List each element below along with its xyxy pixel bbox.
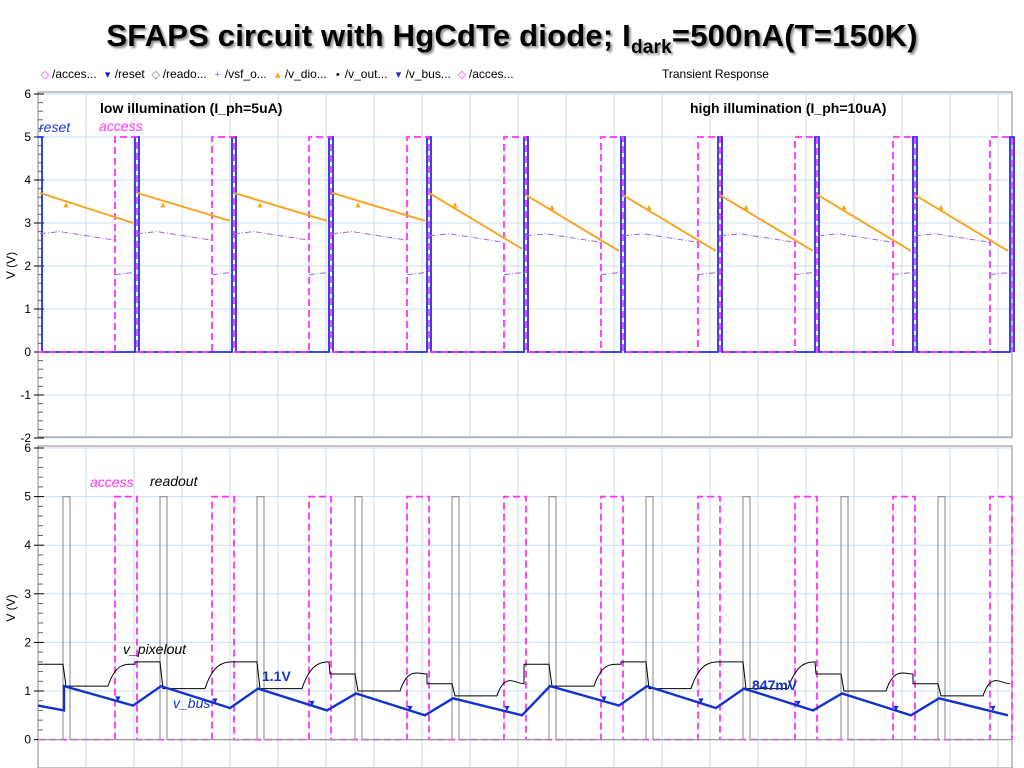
legend: ◇/acces... ▾/reset ◇/reado... +/vsf_o... ▴/v…: [38, 67, 518, 83]
y-tick-label: 6: [24, 441, 31, 455]
annotation-readout: readout: [150, 473, 199, 489]
y-tick-label: 4: [24, 538, 31, 552]
plot-title: Transient Response: [662, 67, 769, 81]
y-tick-label: -2: [20, 431, 31, 445]
panel-1: [34, 91, 1013, 439]
v-bus-marker: ▼: [794, 698, 803, 708]
title-main: SFAPS circuit with HgCdTe diode; I: [106, 18, 631, 53]
legend-item[interactable]: ◇/acces...: [38, 67, 97, 81]
legend-marker-icon: •: [335, 69, 340, 81]
y-tick-label: 1: [24, 684, 31, 698]
v-bus-marker: ▼: [600, 693, 609, 703]
annotation-reset: reset: [39, 119, 71, 135]
v-diode-marker: ▲: [354, 200, 363, 210]
legend-item[interactable]: ◇/reado...: [149, 67, 207, 81]
legend-marker-icon: +: [214, 69, 221, 81]
v-bus-marker: ▼: [989, 703, 998, 713]
legend-marker-icon: ▴: [275, 69, 281, 81]
v-diode-marker: ▲: [937, 202, 946, 212]
v-diode-marker: ▲: [645, 202, 654, 212]
v-bus-marker: ▼: [406, 703, 415, 713]
legend-label: /v_dio...: [284, 67, 327, 81]
v-diode-marker: ▲: [548, 202, 557, 212]
v-bus-marker: ▼: [211, 696, 220, 706]
series-v-bus-line: [37, 684, 1009, 717]
v-bus-marker: ▼: [697, 696, 706, 706]
v-bus-marker: ▼: [503, 703, 512, 713]
y-tick-label: 2: [24, 259, 31, 273]
y-tick-label: 5: [24, 130, 31, 144]
y-tick-label: 4: [24, 173, 31, 187]
v-bus-marker: ▼: [114, 693, 123, 703]
legend-marker-icon: ◇: [40, 69, 50, 81]
series-reset-line: [38, 136, 1015, 353]
legend-label: /reado...: [162, 67, 207, 81]
legend-label: /v_bus...: [405, 67, 451, 81]
y-tick-label: 0: [24, 733, 31, 747]
y-axis-label: V (V): [4, 252, 18, 279]
y-tick-label: 5: [24, 490, 31, 504]
v-diode-marker: ▲: [256, 200, 265, 210]
annotation-low-illumination: low illumination (I_ph=5uA): [100, 100, 282, 116]
legend-label: /v_out...: [344, 67, 388, 81]
v-diode-marker: ▲: [159, 200, 168, 210]
y-tick-label: 2: [24, 635, 31, 649]
series-v-diode-line: [39, 191, 1009, 252]
legend-label: /acces...: [52, 67, 97, 81]
series-v-pixelout-line: [38, 661, 1011, 697]
legend-label: /acces...: [468, 67, 514, 81]
legend-marker-icon: ◇: [151, 69, 160, 81]
annotation-high-illumination: high illumination (I_ph=10uA): [690, 100, 886, 116]
series-readout-line: [38, 496, 1012, 741]
page-title: SFAPS circuit with HgCdTe diode; Idark=5…: [0, 18, 1024, 59]
v-diode-marker: ▲: [742, 202, 751, 212]
v-diode-marker: ▲: [840, 202, 849, 212]
legend-item[interactable]: +/vsf_o...: [211, 67, 267, 81]
y-tick-label: 6: [24, 87, 31, 101]
plot-frame: [37, 445, 1013, 768]
annotation-value-high: 847mV: [752, 677, 798, 693]
legend-item[interactable]: ▾/reset: [101, 67, 145, 81]
v-bus-marker: ▼: [892, 703, 901, 713]
y-tick-label: 0: [24, 345, 31, 359]
v-diode-marker: ▲: [62, 200, 71, 210]
legend-marker-icon: ▾: [395, 69, 402, 81]
v-diode-marker: ▲: [451, 200, 460, 210]
legend-item[interactable]: ▴/v_dio...: [271, 67, 327, 81]
title-rest: =500nA(T=150K): [671, 18, 918, 53]
annotation-value-low: 1.1V: [262, 668, 291, 684]
v-bus-marker: ▼: [308, 698, 317, 708]
title-sub: dark: [630, 37, 672, 59]
panel-2: [34, 445, 1013, 768]
annotation-access: access: [90, 474, 134, 490]
y-tick-label: 3: [24, 216, 31, 230]
annotation-v-bus: v_bus: [173, 695, 210, 711]
legend-marker-icon: ▾: [104, 69, 111, 81]
legend-item[interactable]: • /v_out...: [331, 67, 388, 81]
plot-frame: [37, 91, 1013, 438]
y-tick-label: 3: [24, 587, 31, 601]
y-tick-label: 1: [24, 302, 31, 316]
y-tick-label: -1: [20, 388, 31, 402]
y-axis-label: V (V): [4, 594, 18, 621]
legend-item[interactable]: ▾/v_bus...: [392, 67, 451, 81]
annotation-access: access: [99, 118, 143, 134]
legend-label: /vsf_o...: [224, 67, 267, 81]
annotation-v-pixelout: v_pixelout: [123, 641, 187, 657]
legend-marker-icon: ◇: [457, 69, 467, 81]
legend-label: /reset: [114, 67, 145, 81]
legend-item[interactable]: ◇/acces...: [455, 67, 514, 81]
